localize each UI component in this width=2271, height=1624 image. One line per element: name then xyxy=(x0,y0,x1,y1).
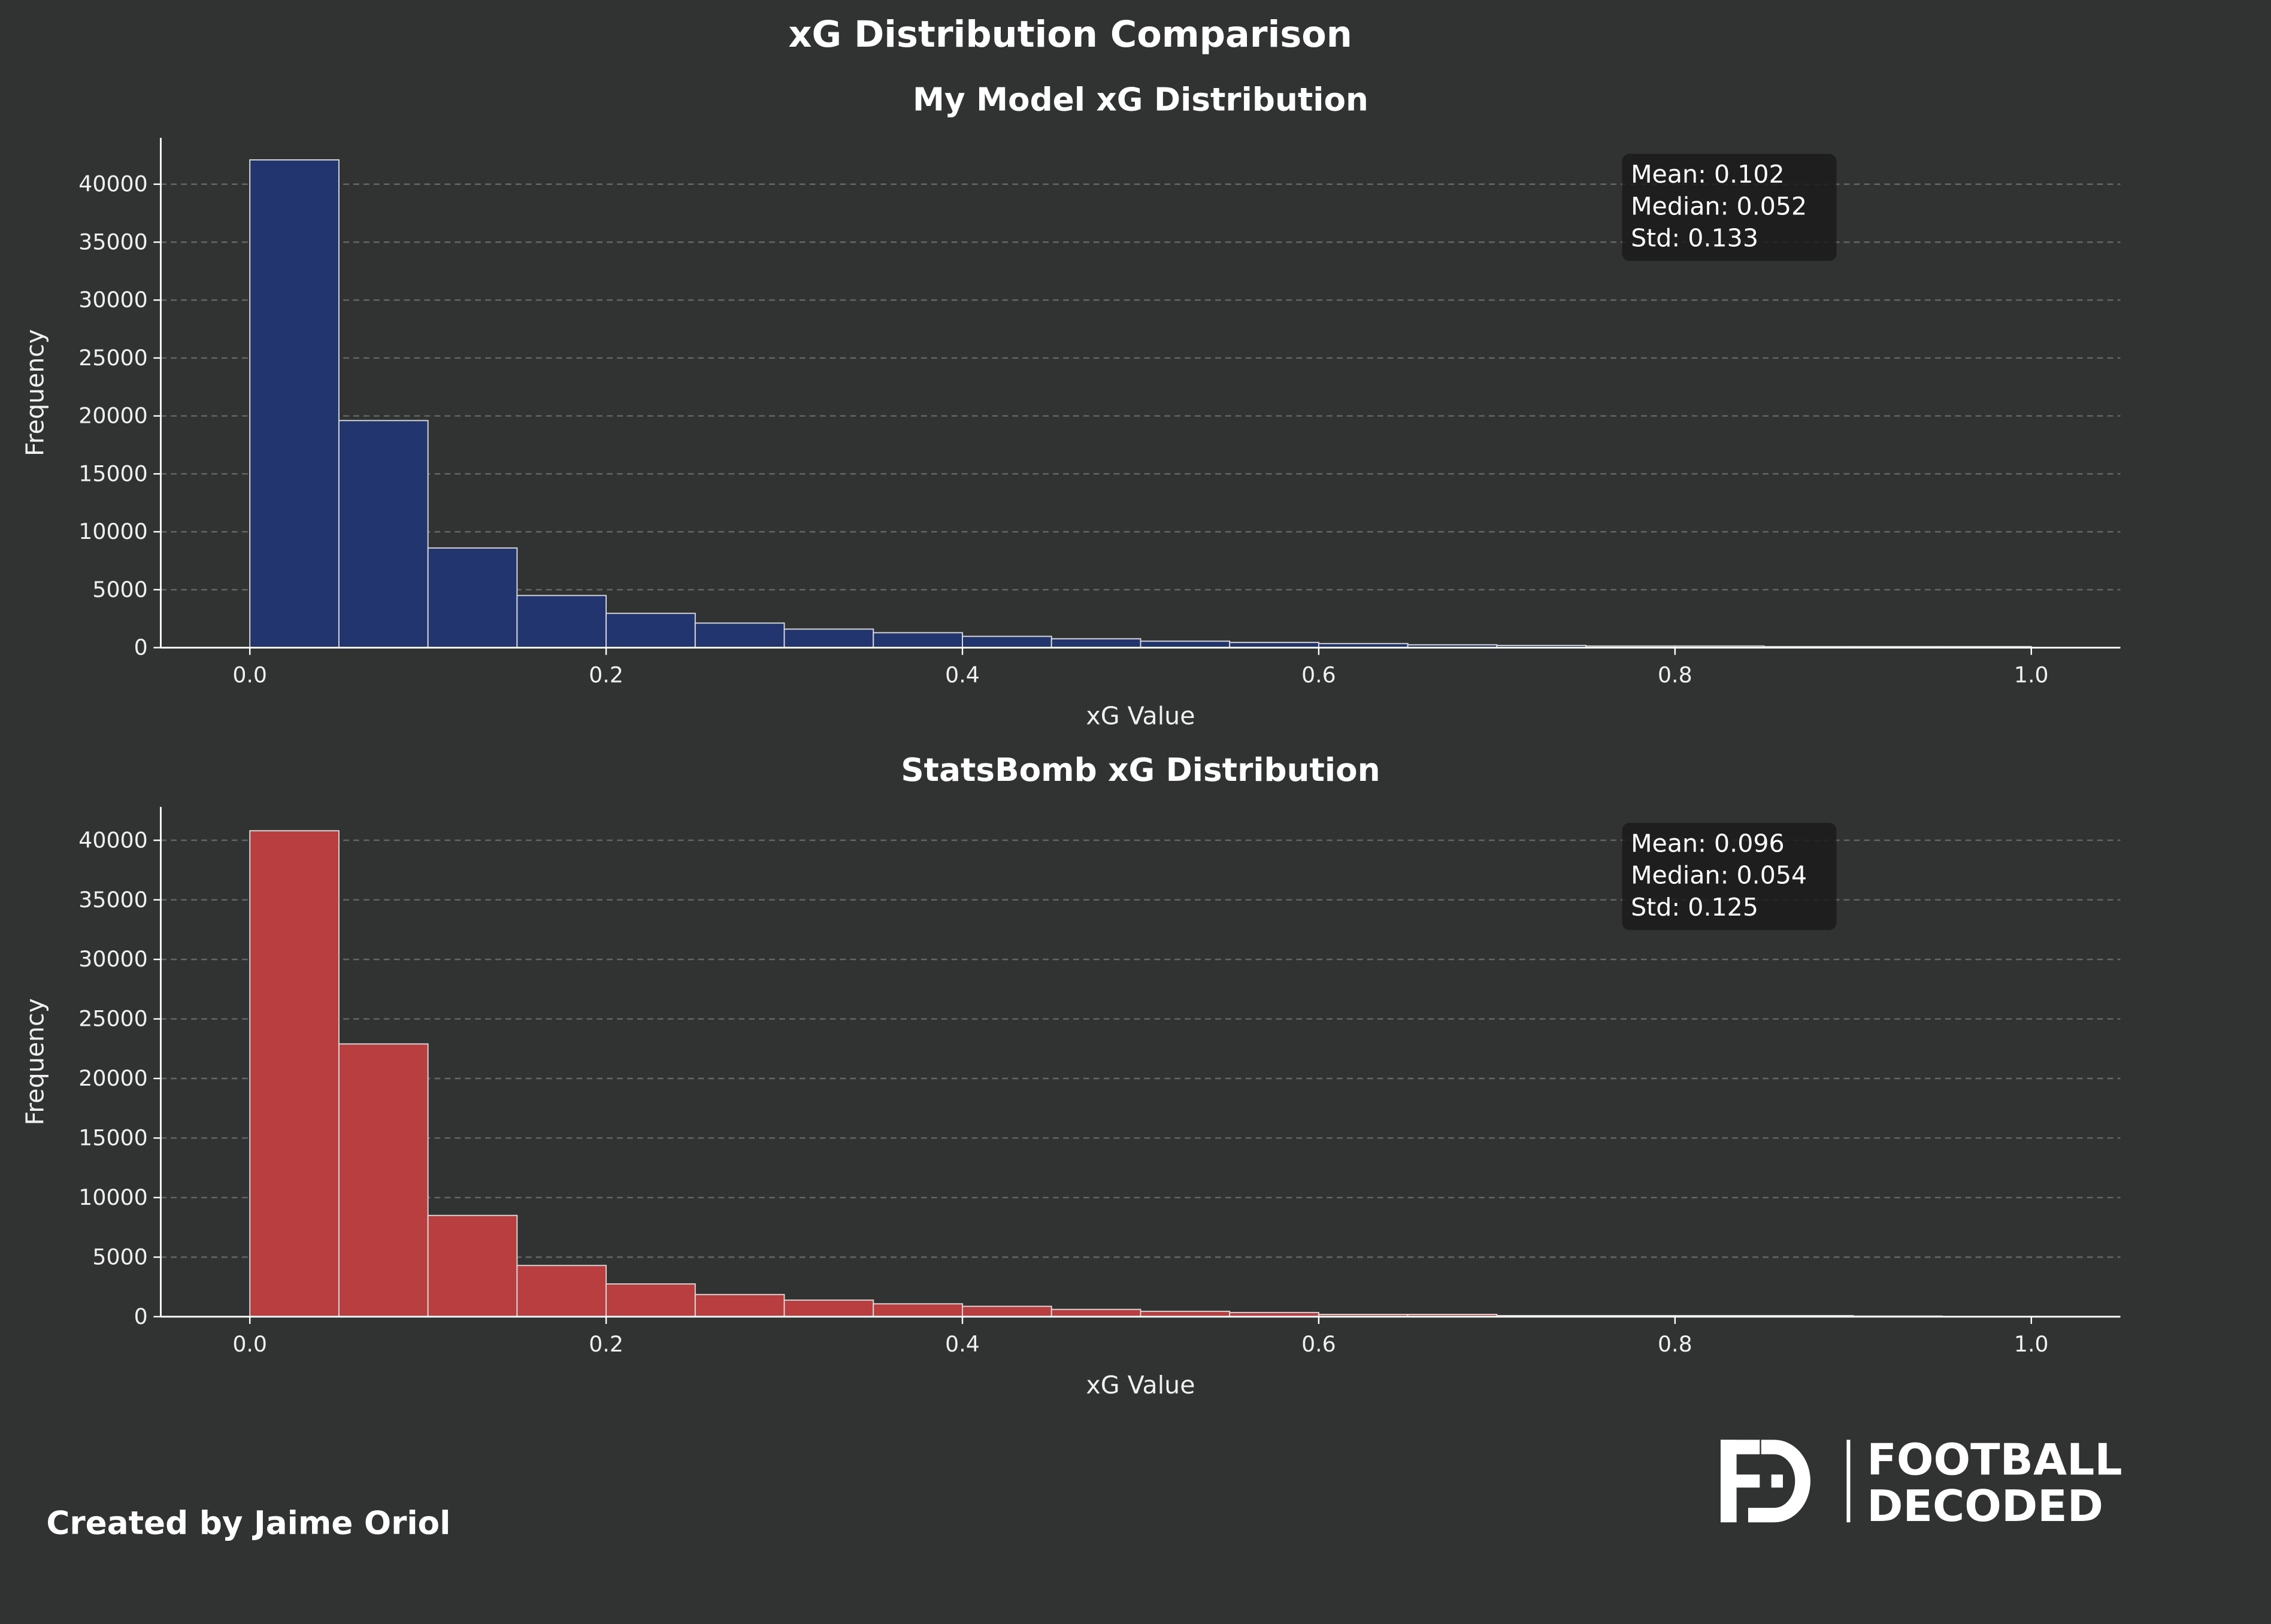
x-tick-label: 0.2 xyxy=(589,662,623,688)
y-tick-label: 35000 xyxy=(78,887,147,913)
histogram-bar xyxy=(962,1305,1052,1317)
logo-line2: DECODED xyxy=(1867,1481,2103,1532)
histogram-bar xyxy=(516,1265,607,1317)
histogram-bar xyxy=(249,830,340,1317)
stats-box xyxy=(1622,153,1837,261)
y-tick-label: 30000 xyxy=(78,287,147,313)
x-tick-label: 0.6 xyxy=(1301,1331,1336,1357)
x-axis-label: xG Value xyxy=(1086,702,1195,731)
y-tick-label: 15000 xyxy=(78,460,147,486)
histogram-bar xyxy=(962,635,1052,649)
y-tick-label: 10000 xyxy=(78,1184,147,1210)
y-tick-label: 0 xyxy=(134,1304,148,1329)
x-tick-label: 0.0 xyxy=(232,662,267,688)
y-tick-label: 35000 xyxy=(78,229,147,254)
stats-line: Median: 0.052 xyxy=(1631,192,1807,220)
x-tick-label: 0.6 xyxy=(1301,662,1336,688)
subplot-statsbomb: 0 5000 10000 15000 20000 25000 30000 35000 40000… xyxy=(21,752,2121,1399)
logo-line1: FOOTBALL xyxy=(1867,1435,2122,1485)
subplot-my-model: 0 5000 10000 15000 20000 25000 30000 35000 40000… xyxy=(21,81,2121,731)
y-tick-label: 25000 xyxy=(78,345,147,371)
histogram-bar xyxy=(605,613,696,649)
histogram-bar xyxy=(783,628,874,649)
x-tick-label: 1.0 xyxy=(2014,662,2049,688)
x-axis-label: xG Value xyxy=(1086,1371,1195,1399)
x-tick-label: 0.4 xyxy=(945,662,980,688)
stats-box xyxy=(1622,823,1837,931)
y-tick-label: 15000 xyxy=(78,1125,147,1151)
histogram-bar xyxy=(1050,638,1141,649)
y-tick-label: 40000 xyxy=(78,827,147,853)
stats-line: Median: 0.054 xyxy=(1631,861,1807,890)
y-tick-label: 0 xyxy=(134,635,148,660)
histogram-bar xyxy=(338,1043,429,1317)
subplot-title: StatsBomb xG Distribution xyxy=(901,752,1380,789)
histogram-bar xyxy=(516,595,607,649)
histogram-bar xyxy=(338,420,429,649)
y-tick-label: 25000 xyxy=(78,1006,147,1032)
figure-title: xG Distribution Comparison xyxy=(789,14,1352,56)
stats-line: Std: 0.125 xyxy=(1631,893,1758,922)
histogram-bar xyxy=(605,1283,696,1317)
y-tick-label: 5000 xyxy=(92,1244,147,1269)
credit-text: Created by Jaime Oriol xyxy=(46,1505,450,1542)
histogram-bar xyxy=(427,1214,518,1317)
x-tick-label: 0.2 xyxy=(589,1331,623,1357)
y-tick-label: 30000 xyxy=(78,946,147,972)
histogram-bar xyxy=(873,1303,963,1317)
y-tick-label: 10000 xyxy=(78,519,147,544)
x-tick-label: 0.8 xyxy=(1658,1331,1692,1357)
histogram-bar xyxy=(427,547,518,649)
x-tick-label: 0.0 xyxy=(232,1331,267,1357)
y-axis-label: Frequency xyxy=(21,998,50,1125)
histogram-bar xyxy=(1140,640,1231,649)
stats-line: Std: 0.133 xyxy=(1631,224,1758,253)
histogram-bar xyxy=(1050,1308,1141,1317)
histogram-bar xyxy=(783,1299,874,1317)
x-tick-label: 1.0 xyxy=(2014,1331,2049,1357)
histogram-bar xyxy=(249,159,340,649)
histogram-bar xyxy=(694,622,785,649)
stats-line: Mean: 0.096 xyxy=(1631,829,1785,858)
y-tick-label: 5000 xyxy=(92,577,147,602)
x-tick-label: 0.8 xyxy=(1658,662,1692,688)
y-tick-label: 40000 xyxy=(78,171,147,197)
y-tick-label: 20000 xyxy=(78,1065,147,1091)
stats-line: Mean: 0.102 xyxy=(1631,160,1785,189)
x-tick-label: 0.4 xyxy=(945,1331,980,1357)
histogram-bar xyxy=(694,1293,785,1317)
subplot-title: My Model xG Distribution xyxy=(913,81,1368,118)
football-decoded-logo: FOOTBALL DECODED xyxy=(1721,1435,2122,1532)
histogram-bar xyxy=(873,632,963,649)
y-tick-label: 20000 xyxy=(78,403,147,429)
y-axis-label: Frequency xyxy=(21,329,50,456)
